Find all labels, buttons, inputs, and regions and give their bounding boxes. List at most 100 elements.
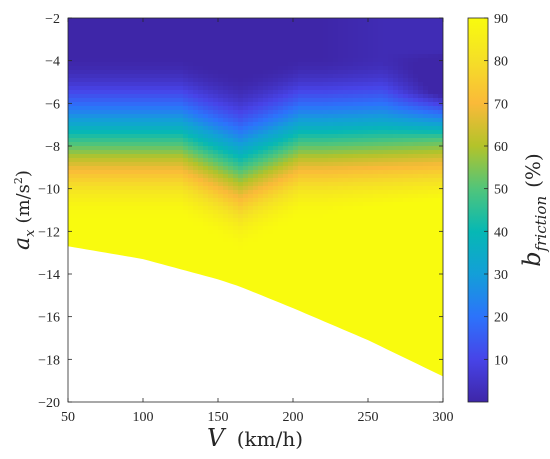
- heatmap-cell: [193, 178, 199, 183]
- heatmap-cell: [98, 150, 104, 155]
- heatmap-cell: [188, 262, 194, 267]
- heatmap-cell: [93, 86, 99, 91]
- heatmap-cell: [138, 54, 144, 59]
- heatmap-cell: [318, 62, 324, 67]
- heatmap-cell: [278, 242, 284, 247]
- heatmap-cell: [73, 142, 79, 147]
- heatmap-cell: [293, 190, 299, 195]
- heatmap-cell: [308, 238, 314, 243]
- heatmap-cell: [213, 190, 219, 195]
- heatmap-cell: [163, 38, 169, 43]
- heatmap-cell: [283, 118, 289, 123]
- heatmap-cell: [198, 158, 204, 163]
- heatmap-cell: [228, 266, 234, 271]
- heatmap-cell: [168, 230, 174, 235]
- heatmap-cell: [228, 262, 234, 267]
- heatmap-cell: [303, 194, 309, 199]
- heatmap-cell: [68, 106, 74, 111]
- heatmap-cell: [188, 150, 194, 155]
- heatmap-cell: [178, 158, 184, 163]
- heatmap-cell: [318, 262, 324, 267]
- heatmap-cell: [183, 62, 189, 67]
- heatmap-cell: [308, 178, 314, 183]
- heatmap-cell: [68, 130, 74, 135]
- heatmap-cell: [133, 214, 139, 219]
- heatmap-cell: [223, 26, 229, 31]
- heatmap-cell: [218, 190, 224, 195]
- heatmap-cell: [318, 250, 324, 255]
- heatmap-cell: [73, 174, 79, 179]
- heatmap-cell: [68, 42, 74, 47]
- heatmap-cell: [168, 90, 174, 95]
- heatmap-cell: [268, 50, 274, 55]
- heatmap-cell: [73, 114, 79, 119]
- heatmap-cell: [188, 106, 194, 111]
- heatmap-cell: [238, 106, 244, 111]
- heatmap-cell: [228, 54, 234, 59]
- heatmap-cell: [133, 250, 139, 255]
- heatmap-cell: [158, 190, 164, 195]
- heatmap-cell: [283, 178, 289, 183]
- heatmap-cell: [173, 142, 179, 147]
- heatmap-cell: [173, 258, 179, 263]
- heatmap-cell: [178, 222, 184, 227]
- heatmap-cell: [228, 234, 234, 239]
- heatmap-cell: [213, 210, 219, 215]
- heatmap-cell: [223, 30, 229, 35]
- heatmap-cell: [183, 82, 189, 87]
- heatmap-cell: [83, 242, 89, 247]
- heatmap-cell: [318, 286, 324, 291]
- heatmap-cell: [283, 298, 289, 303]
- heatmap-cell: [143, 182, 149, 187]
- heatmap-cell: [158, 158, 164, 163]
- heatmap-cell: [153, 26, 159, 31]
- heatmap-cell: [153, 210, 159, 215]
- heatmap-cell: [293, 178, 299, 183]
- heatmap-cell: [238, 122, 244, 127]
- heatmap-cell: [73, 138, 79, 143]
- heatmap-cell: [78, 194, 84, 199]
- heatmap-cell: [208, 114, 214, 119]
- heatmap-cell: [218, 218, 224, 223]
- heatmap-cell: [243, 114, 249, 119]
- heatmap-cell: [173, 186, 179, 191]
- heatmap-cell: [248, 154, 254, 159]
- heatmap-cell: [93, 114, 99, 119]
- heatmap-cell: [213, 154, 219, 159]
- heatmap-cell: [128, 234, 134, 239]
- heatmap-cell: [123, 194, 129, 199]
- heatmap-cell: [83, 30, 89, 35]
- heatmap-cell: [123, 106, 129, 111]
- heatmap-cell: [313, 190, 319, 195]
- heatmap-cell: [273, 238, 279, 243]
- heatmap-cell: [158, 146, 164, 151]
- heatmap-cell: [293, 306, 299, 311]
- heatmap-cell: [103, 30, 109, 35]
- heatmap-cell: [258, 270, 264, 275]
- heatmap-cell: [123, 82, 129, 87]
- heatmap-cell: [88, 190, 94, 195]
- heatmap-cell: [68, 154, 74, 159]
- heatmap-cell: [208, 218, 214, 223]
- heatmap-cell: [233, 282, 239, 287]
- heatmap-cell: [243, 170, 249, 175]
- heatmap-cell: [213, 254, 219, 259]
- heatmap-cell: [253, 110, 259, 115]
- heatmap-cell: [118, 30, 124, 35]
- heatmap-cell: [158, 114, 164, 119]
- heatmap-cell: [198, 26, 204, 31]
- heatmap-cell: [118, 98, 124, 103]
- heatmap-cell: [308, 230, 314, 235]
- heatmap-cell: [198, 22, 204, 27]
- heatmap-cell: [193, 162, 199, 167]
- heatmap-cell: [323, 234, 329, 239]
- heatmap-cell: [213, 246, 219, 251]
- heatmap-cell: [218, 266, 224, 271]
- heatmap-cell: [273, 162, 279, 167]
- heatmap-cell: [148, 30, 154, 35]
- heatmap-cell: [223, 246, 229, 251]
- heatmap-cell: [258, 150, 264, 155]
- heatmap-cell: [213, 138, 219, 143]
- heatmap-cell: [243, 54, 249, 59]
- heatmap-cell: [273, 142, 279, 147]
